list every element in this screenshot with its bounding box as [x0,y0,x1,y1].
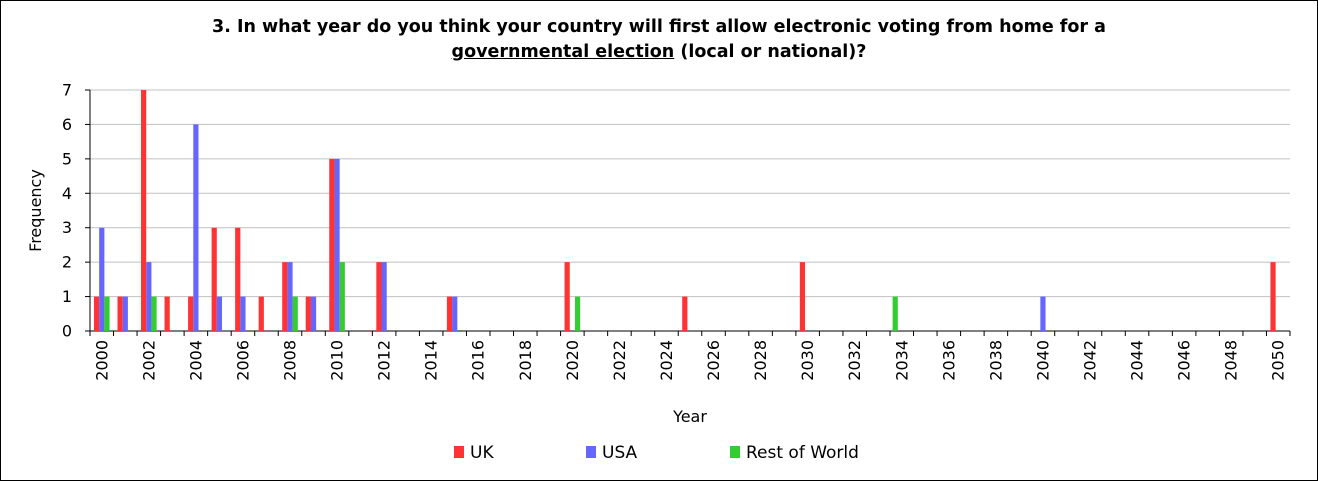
x-tick-label: 2036 [939,340,958,381]
y-tick-label: 2 [62,253,72,272]
bar-uk [564,262,570,331]
bar-rest-of-world [292,296,298,331]
bar-usa [381,262,387,331]
x-tick-label: 2008 [281,340,300,381]
x-tick-label: 2018 [516,340,535,381]
chart-title-underlined: governmental election [451,42,675,62]
x-tick-label: 2024 [657,340,676,381]
x-tick-label: 2046 [1175,340,1194,381]
bar-uk [446,296,453,331]
bar-uk [211,227,217,331]
x-tick-label: 2030 [798,340,817,381]
bar-usa [334,158,340,331]
x-tick-label: 2026 [704,340,723,381]
x-tick-label: 2050 [1269,340,1288,381]
legend-swatch-uk [454,446,464,458]
x-tick-label: 2042 [1081,340,1100,381]
y-tick-label: 6 [62,115,72,134]
x-tick-label: 2038 [986,340,1005,381]
y-tick-label: 5 [62,149,72,168]
bar-uk [235,227,241,331]
bar-uk [93,296,100,331]
chart-title: 3. In what year do you think your countr… [1,15,1317,65]
legend-swatch-usa [586,446,596,458]
x-tick-label: 2004 [186,340,205,381]
x-tick-label: 2010 [328,340,347,381]
bar-usa [99,227,105,331]
x-tick-label: 2034 [892,340,911,381]
x-tick-label: 2028 [751,340,770,381]
bar-rest-of-world [892,296,898,331]
bar-rest-of-world [151,296,157,331]
chart-title-tail: (local or national)? [674,42,867,62]
chart-title-line1: 3. In what year do you think your countr… [212,17,1106,37]
x-tick-label: 2048 [1222,340,1241,381]
y-tick-label: 3 [62,218,72,237]
bar-uk [188,296,194,331]
bar-usa [452,296,458,331]
bar-uk [799,262,806,331]
bar-uk [282,262,288,331]
legend-label-rest-of-world: Rest of World [746,443,859,463]
y-tick-label: 0 [62,322,72,341]
bar-usa [1040,296,1046,331]
bar-rest-of-world [104,296,110,331]
bar-uk [682,296,688,331]
x-tick-label: 2044 [1128,340,1147,381]
y-tick-label: 4 [62,184,72,203]
legend-label-uk: UK [470,443,494,463]
x-tick-label: 2014 [422,340,441,381]
bar-uk [1270,262,1276,331]
x-tick-label: 2040 [1033,340,1052,381]
x-tick-label: 2022 [610,340,629,381]
bar-uk [329,158,335,331]
bar-rest-of-world [574,296,581,331]
bar-usa [240,296,246,331]
bar-usa [122,296,128,331]
bar-uk [164,296,170,331]
x-tick-label: 2006 [233,340,252,381]
legend-label-usa: USA [602,443,638,463]
x-tick-label: 2000 [92,340,111,381]
bar-usa [216,296,223,331]
bar-uk [376,262,382,331]
bar-usa [193,124,199,331]
bar-usa [146,262,152,331]
y-axis-label: Frequency [26,169,45,252]
bar-rest-of-world [339,262,345,331]
x-tick-label: 2032 [845,340,864,381]
x-axis-label: Year [672,407,707,426]
bar-uk [258,296,264,331]
bar-usa [287,262,293,331]
bar-uk [141,90,147,331]
x-tick-label: 2016 [469,340,488,381]
legend-swatch-rest-of-world [730,446,740,458]
y-tick-label: 1 [62,287,72,306]
bar-uk [117,296,123,331]
bar-uk [305,296,311,331]
x-tick-label: 2020 [563,340,582,381]
bar-usa [310,296,317,331]
x-tick-label: 2002 [139,340,158,381]
x-tick-label: 2012 [375,340,394,381]
y-tick-label: 7 [62,81,72,100]
